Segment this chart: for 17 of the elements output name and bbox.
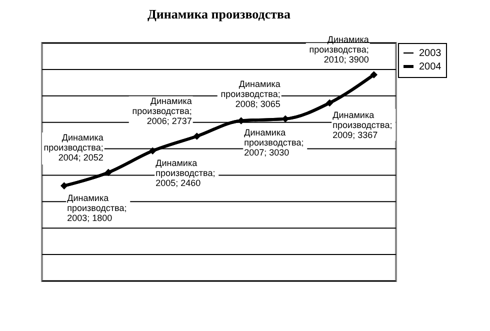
data-label: Динамика производства; 2004; 2052 bbox=[44, 132, 104, 162]
data-label: Динамика производства; 2009; 3367 bbox=[332, 110, 392, 140]
data-label: Динамика производства; 2008; 3065 bbox=[220, 78, 280, 109]
data-label: Динамика производства; 2003; 1800 bbox=[67, 192, 127, 223]
data-label: Динамика производства; 2006; 2737 bbox=[132, 96, 192, 126]
point bbox=[60, 182, 68, 190]
chart-title: Динамика производства bbox=[147, 6, 292, 22]
point bbox=[326, 99, 334, 106]
point bbox=[104, 168, 112, 176]
point bbox=[193, 132, 200, 140]
data-label: Динамика производства; 2010; 3900 bbox=[309, 34, 369, 65]
data-label: Динамика производства; 2005; 2460 bbox=[156, 158, 216, 188]
point bbox=[149, 147, 156, 154]
legend-label: 2003 bbox=[419, 48, 442, 59]
point bbox=[370, 71, 378, 78]
legend-label: 2004 bbox=[419, 62, 442, 72]
data-label: Динамика производства; 2007; 3030 bbox=[244, 128, 304, 158]
